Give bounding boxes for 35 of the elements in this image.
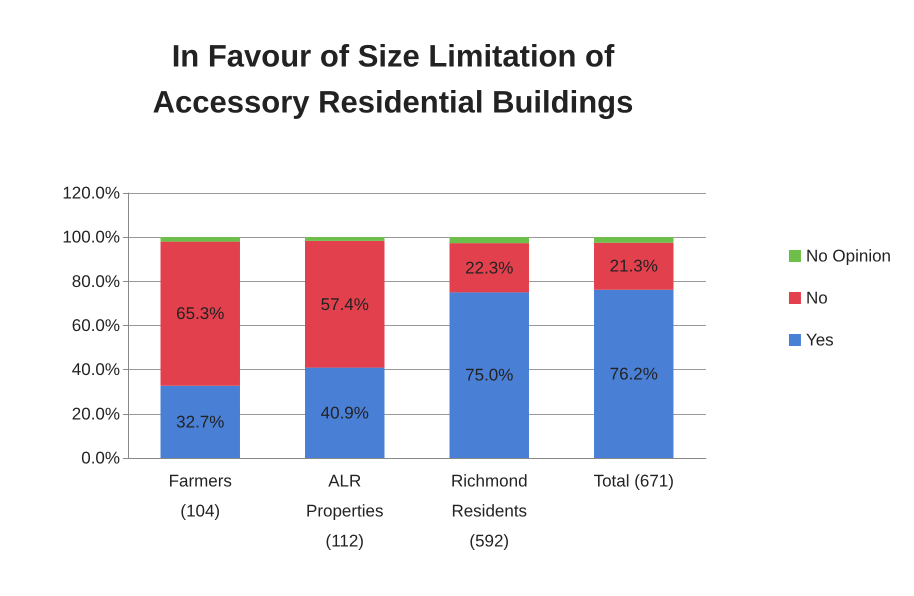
y-tick-label: 60.0% [72, 316, 120, 335]
bar [160, 237, 240, 242]
data-label: 76.2% [610, 364, 658, 384]
bar [594, 290, 674, 458]
data-label: 21.3% [610, 256, 658, 276]
x-tick-label: ALR Properties (112) [306, 472, 384, 550]
x-tick-label: Farmers (104) [168, 472, 232, 520]
data-label: 65.3% [176, 304, 224, 324]
legend-label: Yes [806, 330, 834, 350]
bar [450, 292, 529, 458]
y-tick-label: 80.0% [72, 272, 120, 291]
bar [450, 243, 529, 292]
bar [305, 237, 384, 241]
data-label: 57.4% [320, 294, 369, 314]
bar [594, 242, 674, 290]
bar [450, 237, 529, 244]
bar [160, 242, 240, 386]
data-label: 22.3% [465, 258, 514, 278]
y-tick-label: 0.0% [81, 448, 120, 468]
legend-label: No [806, 288, 828, 308]
data-label: 40.9% [320, 403, 369, 422]
bar [305, 368, 384, 458]
data-label: 75.0% [465, 366, 514, 385]
y-tick-label: 100.0% [62, 228, 120, 247]
bar [594, 237, 674, 243]
bar [305, 240, 384, 368]
y-tick-label: 120.0% [62, 184, 120, 202]
chart-title: In Favour of Size Limitation of Accessory Residential Buildings [152, 38, 634, 120]
legend-label: No Opinion [806, 246, 892, 266]
data-label: 32.7% [176, 412, 224, 432]
x-tick-label: Richmond Residents (592) [450, 472, 528, 550]
bar [160, 386, 240, 458]
y-tick-label: 20.0% [72, 404, 120, 424]
x-tick-label: Total (671) [594, 472, 674, 490]
y-tick-label: 40.0% [72, 360, 120, 380]
